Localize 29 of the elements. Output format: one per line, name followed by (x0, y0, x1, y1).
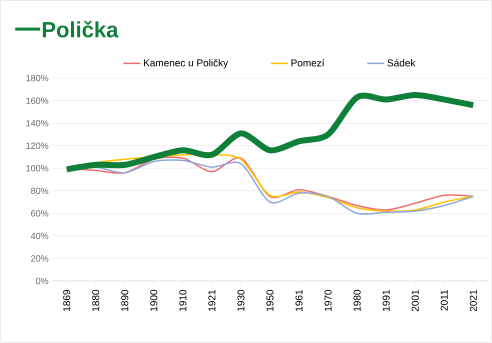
x-tick-label: 2001 (412, 290, 419, 312)
y-tick-label: 40% (30, 232, 48, 240)
y-tick-label: 120% (26, 142, 48, 149)
x-tick-label: 2021 (470, 290, 477, 312)
x-tick-label: 1890 (121, 290, 128, 311)
y-tick-label: 180% (26, 74, 48, 82)
x-tick-label: 1970 (324, 290, 332, 311)
y-tick-label: 0% (36, 278, 48, 284)
x-tick-label: 1980 (354, 290, 361, 311)
x-tick-label: 1950 (266, 290, 274, 311)
x-tick-label: 1880 (92, 290, 100, 311)
x-tick-label: 1869 (63, 290, 70, 311)
legend-label: Kamenec u Poličky (144, 58, 228, 68)
x-tick-label: 1921 (208, 290, 216, 311)
y-tick-label: 140% (26, 120, 48, 126)
y-tick-label: 20% (31, 255, 48, 262)
y-tick-label: 80% (31, 188, 48, 194)
x-tick-label: 1930 (237, 290, 244, 311)
x-tick-label: 1910 (179, 290, 186, 311)
legend-label: Polička (42, 20, 118, 38)
y-tick-label: 100% (26, 165, 48, 172)
y-tick-label: 60% (31, 210, 48, 216)
x-tick-label: 1900 (150, 290, 158, 311)
x-tick-label: 1961 (295, 290, 303, 311)
legend-label: Pomezí (291, 58, 324, 66)
x-tick-label: 2011 (440, 290, 448, 310)
x-tick-label: 1991 (382, 290, 390, 311)
legend-label: Sádek (387, 58, 416, 66)
y-tick-label: 160% (26, 97, 48, 104)
